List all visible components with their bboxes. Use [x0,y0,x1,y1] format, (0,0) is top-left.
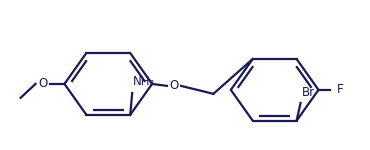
Text: O: O [38,77,47,90]
Text: O: O [169,79,179,92]
Text: NH₂: NH₂ [133,75,155,88]
Text: Br: Br [302,86,315,99]
Text: F: F [336,83,343,96]
